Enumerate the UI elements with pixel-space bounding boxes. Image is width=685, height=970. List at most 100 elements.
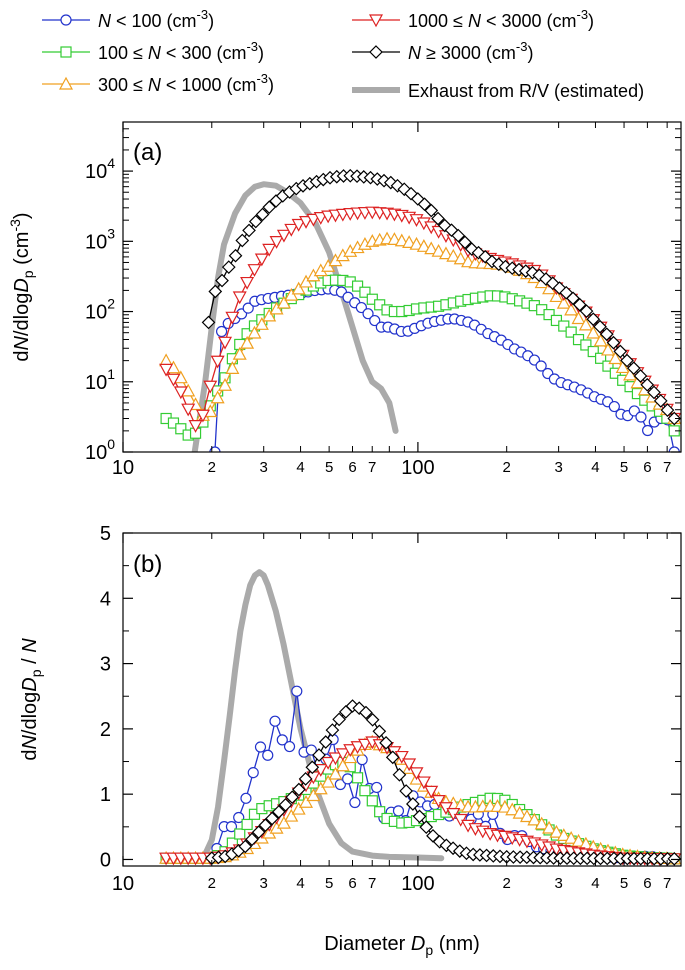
y-tick-label: 101 (85, 366, 115, 394)
data-point (653, 394, 668, 408)
data-point (406, 797, 420, 811)
x-minor-tick-label: 4 (296, 875, 304, 892)
data-point (251, 825, 266, 840)
data-point (424, 785, 439, 799)
panel-b-y-ticks: 0 1 2 3 4 5 (100, 523, 681, 871)
data-point (269, 715, 281, 727)
x-tick-label: 10 (112, 457, 134, 479)
data-point (599, 327, 614, 342)
y-tick-label: 103 (85, 225, 115, 253)
panel-a-y-label: dN/dlogDp (cm-3) (7, 212, 36, 361)
data-point (642, 424, 654, 437)
data-point (232, 346, 247, 360)
y-tick-label: 102 (85, 296, 115, 324)
legend-entry: N < 100 (cm-3) (42, 7, 214, 31)
data-point (238, 839, 253, 854)
data-point (247, 264, 262, 277)
data-point (667, 851, 681, 866)
data-point (188, 420, 203, 433)
data-point (512, 805, 527, 819)
x-axis-label: Diameter Dp (nm) (324, 933, 480, 958)
legend-label: 100 ≤ N < 300 (cm-3) (98, 39, 264, 63)
data-point (291, 801, 306, 815)
data-point (453, 251, 468, 265)
data-point (242, 223, 256, 238)
data-point (586, 312, 601, 327)
data-point (271, 804, 286, 819)
legend-label: 1000 ≤ N < 3000 (cm-3) (408, 7, 594, 31)
data-point (564, 302, 579, 316)
data-point (351, 772, 364, 784)
data-point (166, 373, 181, 387)
data-point (549, 289, 564, 303)
data-point (210, 390, 225, 404)
data-point (254, 317, 269, 330)
panel-b-frame (122, 532, 682, 867)
legend-marker (60, 46, 72, 58)
series-line (211, 705, 675, 860)
data-point (550, 314, 563, 327)
data-point (245, 832, 259, 847)
x-minor-tick-label: 2 (208, 875, 216, 892)
data-point (262, 749, 274, 761)
data-point (558, 320, 570, 332)
data-point (626, 361, 641, 375)
data-point (372, 724, 387, 739)
legend-marker (58, 76, 74, 90)
data-point (667, 411, 681, 426)
data-point (248, 808, 261, 820)
series-N>=3000 (204, 699, 681, 866)
legend-entry: 1000 ≤ N < 3000 (cm-3) (352, 7, 594, 31)
data-point (321, 774, 336, 788)
x-minor-tick-label: 3 (554, 875, 562, 892)
data-point (284, 808, 299, 822)
data-point (660, 403, 675, 417)
data-point (173, 386, 188, 400)
y-tick-label: 3 (100, 654, 111, 676)
legend-marker (368, 14, 384, 28)
data-point (402, 235, 417, 248)
data-point (615, 360, 630, 374)
data-point (313, 781, 328, 795)
data-point (210, 355, 225, 369)
data-point (278, 798, 293, 812)
legend-label: N < 100 (cm-3) (98, 7, 214, 31)
data-point (284, 287, 299, 301)
data-point (240, 792, 252, 804)
data-point (564, 830, 579, 844)
x-minor-tick-label: 6 (643, 875, 651, 892)
x-minor-tick-label: 6 (348, 459, 356, 476)
data-point (556, 295, 571, 309)
data-point (497, 799, 512, 813)
data-point (343, 744, 358, 757)
data-point (431, 243, 446, 257)
data-point (593, 319, 607, 334)
panel-a-tag: (a) (133, 139, 162, 166)
data-point (602, 360, 614, 372)
data-point (283, 740, 296, 753)
data-point (595, 352, 607, 364)
data-point (276, 815, 291, 829)
data-point (431, 795, 446, 808)
data-point (335, 758, 350, 772)
data-point (254, 253, 269, 267)
data-point (349, 796, 361, 809)
legend-label: N ≥ 3000 (cm-3) (408, 39, 533, 63)
data-point (453, 797, 468, 811)
data-point (292, 782, 306, 797)
data-point (647, 385, 661, 400)
data-point (298, 772, 313, 786)
data-point (586, 325, 601, 339)
data-point (409, 236, 424, 250)
y-tick-label: 4 (100, 588, 111, 610)
legend-entry: Exhaust from R/V (estimated) (352, 81, 644, 101)
data-point (258, 818, 273, 832)
data-point (234, 828, 246, 840)
data-point (633, 369, 648, 383)
data-point (556, 828, 571, 841)
x-minor-tick-label: 2 (503, 875, 511, 892)
y-tick-label: 0 (100, 849, 111, 871)
data-point (608, 351, 623, 365)
x-minor-tick-label: 5 (325, 875, 333, 892)
